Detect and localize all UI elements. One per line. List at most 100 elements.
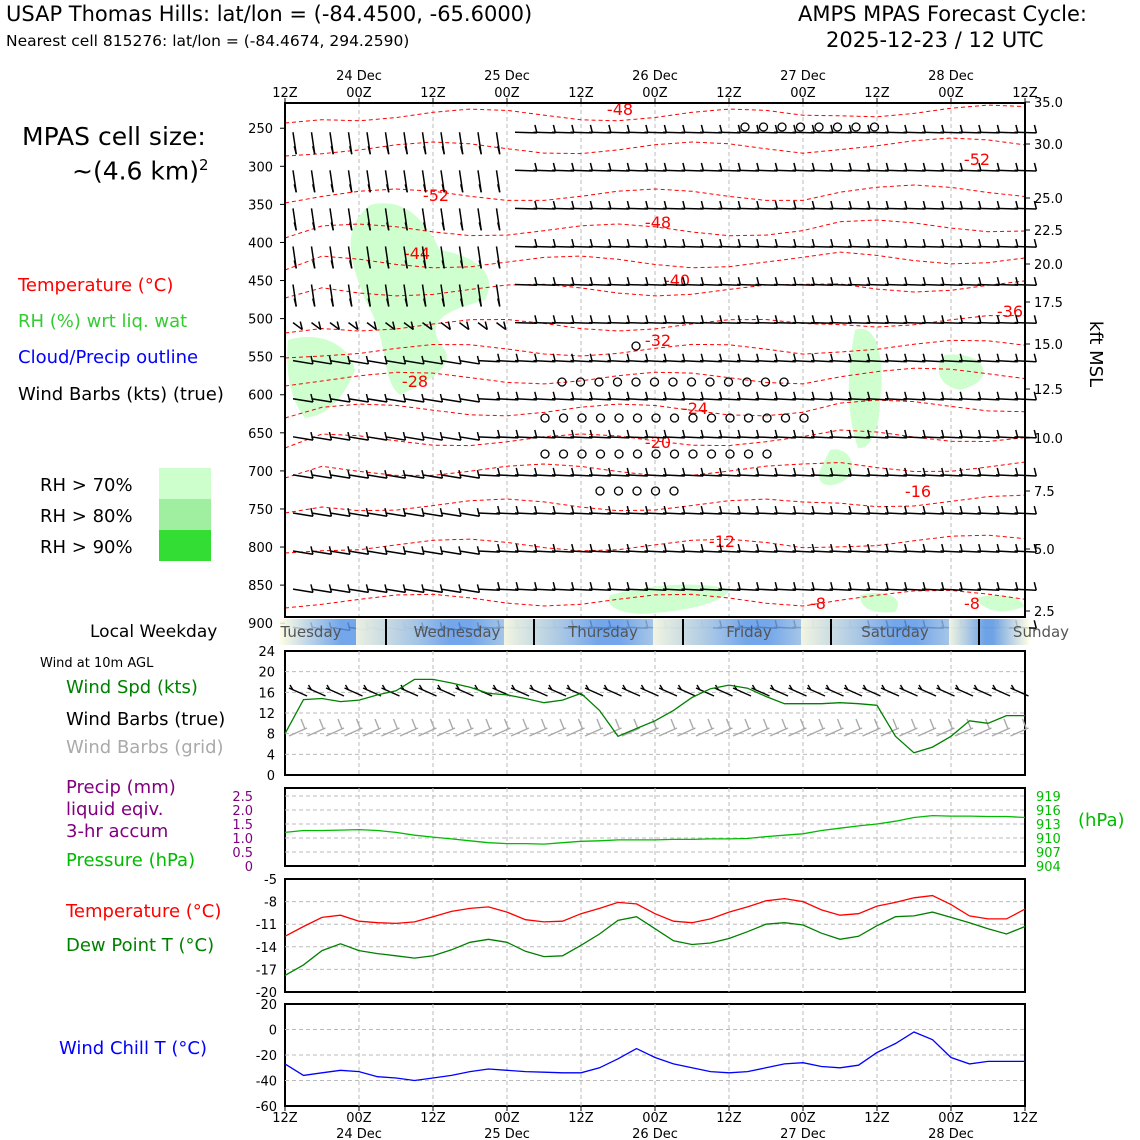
wind-barb-shaft <box>847 321 870 325</box>
wind-barb-flag <box>608 162 612 172</box>
wind-barb-flag <box>392 321 396 330</box>
grid-wind-barb <box>806 727 826 737</box>
wind-barb-shaft <box>533 245 556 248</box>
temperature-tick-label: -14 <box>256 941 277 956</box>
calm-wind-circle <box>595 449 606 459</box>
wind-barb-shaft <box>940 474 963 477</box>
rh80-swatch <box>159 499 211 530</box>
pressure-tick-label: 850 <box>248 579 273 594</box>
wind-barb-shaft <box>903 169 926 172</box>
wind-speed-legend: Wind Spd (kts) <box>66 677 198 698</box>
wind-barb-flag <box>534 238 538 248</box>
wind-barb-shaft <box>736 169 759 172</box>
wind-barb-shaft <box>366 550 388 556</box>
temperature-contour-label: -20 <box>645 433 671 452</box>
wind-barb-shaft <box>884 245 907 248</box>
surface-wind-barb-flag <box>807 684 812 691</box>
wind-barb-flag <box>373 321 378 330</box>
wind-barb-shaft <box>607 474 630 477</box>
surface-wind-barb-flag <box>622 684 627 691</box>
wind-barb-shaft <box>958 283 981 286</box>
wind-barb-flag <box>959 277 964 286</box>
legend-rh80: RH > 80% <box>40 506 133 527</box>
wind-barb-shaft <box>551 397 574 401</box>
calm-wind-circle <box>705 377 715 387</box>
wind-barb-shaft <box>681 436 704 439</box>
wind-barb-shaft <box>847 359 870 363</box>
wind-barb-flag <box>1015 315 1019 324</box>
wind-barb-flag <box>978 277 982 286</box>
wind-barb-flag <box>959 200 964 210</box>
wind-barb-shaft <box>958 550 981 553</box>
wind-barb-shaft <box>625 474 648 477</box>
wind-barb-flag <box>367 146 371 155</box>
surface-wind-barb <box>603 687 622 697</box>
grid-wind-barb-flag <box>1003 718 1009 730</box>
wind-barb-flag <box>347 393 351 403</box>
wind-barb-shaft <box>514 283 537 286</box>
wind-barb-shaft <box>847 283 870 286</box>
wind-barb-shaft <box>847 169 870 172</box>
wind-barb-flag <box>460 222 464 231</box>
chart-title-left: USAP Thomas Hills: lat/lon = (-84.4500, … <box>6 2 533 26</box>
wind-barb-shaft <box>588 436 611 439</box>
wind-barb-shaft <box>681 588 704 591</box>
wind-barb-flag <box>293 260 297 269</box>
weekday-name: Tuesday <box>279 623 341 641</box>
wind-barb-shaft <box>459 322 470 331</box>
wind-barb-flag <box>476 584 481 593</box>
pressure-tick-label: 300 <box>248 160 273 175</box>
temperature-contour <box>284 339 1026 359</box>
wind-barb-shaft <box>403 398 425 403</box>
grid-wind-barb-flag <box>300 718 306 730</box>
surface-wind-barb-flag <box>566 684 572 691</box>
wind-barb-shaft <box>866 474 889 477</box>
wind-barb-shaft <box>755 550 778 553</box>
wind-barb-shaft <box>625 397 648 401</box>
grid-wind-barb-flag <box>485 718 491 730</box>
wind-barb-shaft <box>607 169 630 172</box>
wind-barb-flag <box>439 584 444 593</box>
wind-barb-flag <box>830 277 834 286</box>
wind-barb-shaft <box>366 474 388 479</box>
wind-barb-shaft <box>385 398 406 403</box>
wind-barb-shaft <box>718 397 741 401</box>
calm-wind-circle <box>706 449 717 459</box>
wind-barb-shaft <box>551 131 574 134</box>
calm-wind-circle <box>688 449 698 459</box>
wind-barb-flag <box>497 146 501 155</box>
windchill-line <box>284 1031 1025 1082</box>
wind-barb-shaft <box>514 436 537 439</box>
forecast-cycle-label: AMPS MPAS Forecast Cycle: <box>798 2 1087 26</box>
wind-barb-shaft <box>718 588 741 591</box>
wind-barb-flag <box>571 162 575 172</box>
wind-barb-flag <box>922 200 927 210</box>
wind-barb-flag <box>922 238 927 248</box>
wind-barb-flag <box>447 321 452 330</box>
wind-barb-shaft <box>607 588 630 591</box>
wind-barb-shaft <box>847 397 870 401</box>
wind-barb-flag <box>367 298 371 307</box>
wind-barb-shaft <box>329 474 351 479</box>
calm-wind-circle <box>650 486 661 496</box>
calm-wind-circle <box>558 449 569 459</box>
wind-barb-shaft <box>977 245 1000 248</box>
bottom-date-label: 26 Dec <box>632 1127 678 1140</box>
surface-wind-barb-flag <box>973 684 979 691</box>
wind-barb-flag <box>458 584 462 593</box>
grid-wind-barb-flag <box>596 718 602 730</box>
wind-barb-shaft <box>792 436 815 439</box>
wind-barb-flag <box>756 277 760 286</box>
wind-barb-flag <box>626 200 631 210</box>
wind-barb-flag <box>466 321 470 330</box>
top-date-label: 27 Dec <box>780 69 826 84</box>
wind-barb-shaft <box>570 512 593 515</box>
wind-barb-flag <box>423 222 427 231</box>
wind-barb-shaft <box>977 474 1000 477</box>
wind-barb-flag <box>1033 353 1038 362</box>
wind-barb-shaft <box>884 550 907 553</box>
wind-barb-shaft <box>644 321 667 325</box>
calm-wind-circle <box>577 449 587 459</box>
wind-barb-flag <box>904 238 908 248</box>
